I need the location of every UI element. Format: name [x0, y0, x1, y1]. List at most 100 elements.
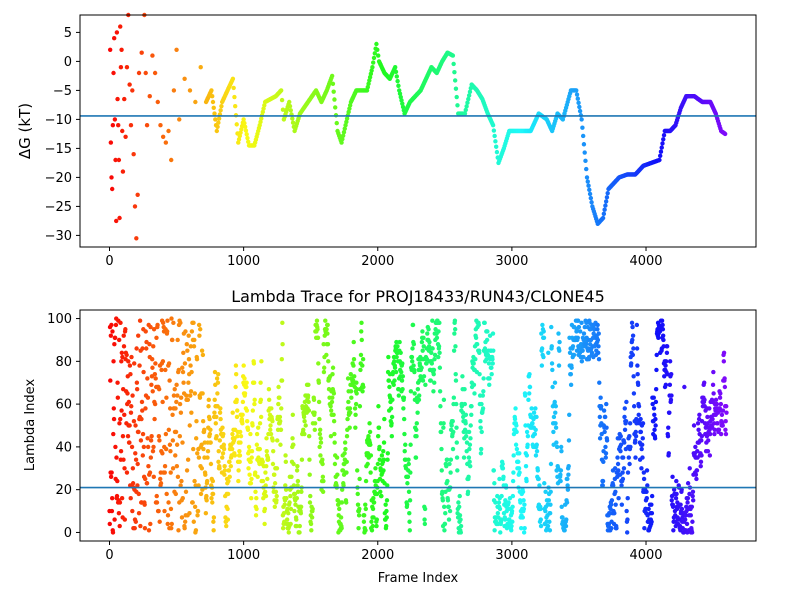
dg-point-217 — [331, 89, 336, 94]
lambda-y-axis-label: Lambda Index — [23, 379, 38, 472]
lambda-point-64 — [124, 352, 129, 358]
lambda-point-973 — [368, 470, 373, 475]
lambda-point-2217 — [702, 397, 707, 403]
lambda-point-1153 — [416, 397, 422, 403]
dg-point-387 — [463, 107, 468, 113]
lambda-point-248 — [173, 429, 179, 435]
lambda-point-1552 — [523, 463, 529, 469]
lambda-point-38 — [117, 523, 122, 529]
lambda-point-995 — [374, 523, 379, 529]
dg-point-162 — [288, 108, 293, 113]
lambda-point-1701 — [563, 523, 569, 529]
lambda-point-1283 — [451, 395, 457, 400]
lambda-point-1340 — [466, 429, 472, 435]
lambda-point-2094 — [669, 393, 674, 398]
lambda-point-85 — [130, 508, 135, 514]
lambda-point-1573 — [529, 406, 534, 411]
lambda-point-2275 — [717, 395, 723, 400]
lambda-point-1727 — [570, 344, 576, 349]
lambda-point-1949 — [630, 324, 635, 330]
lambda-point-602 — [268, 431, 274, 437]
lambda-point-1142 — [413, 455, 419, 460]
lambda-point-1731 — [571, 352, 577, 358]
lambda-point-2290 — [721, 350, 727, 355]
lambda-point-794 — [320, 461, 325, 467]
lambda-point-1250 — [442, 521, 448, 527]
lambda-point-2064 — [661, 337, 666, 343]
lambda-point-666 — [286, 510, 291, 516]
dg-point-219 — [333, 105, 338, 110]
lambda-point-668 — [286, 530, 291, 535]
lambda-point-316 — [192, 337, 197, 343]
lambda-point-1661 — [553, 410, 558, 415]
lambda-point-1181 — [424, 361, 429, 366]
lambda-point-1722 — [569, 365, 574, 370]
dg-point-303 — [398, 94, 403, 100]
lambda-point-1455 — [497, 506, 503, 512]
lambda-point-192 — [158, 481, 164, 486]
lambda-point-440 — [225, 506, 230, 512]
lambda-point-2077 — [664, 350, 670, 355]
lambda-point-280 — [182, 525, 187, 531]
lambda-point-2104 — [671, 487, 677, 492]
dg-point-269 — [371, 55, 377, 61]
lambda-point-552 — [255, 474, 260, 480]
lambda-point-175 — [154, 335, 159, 341]
lambda-point-815 — [326, 359, 331, 364]
dg-point-423 — [491, 128, 497, 133]
lambda-point-168 — [152, 416, 157, 422]
lambda-point-385 — [210, 478, 216, 484]
dg-point-97 — [238, 130, 243, 135]
dg-point-300 — [396, 83, 401, 88]
lambda-point-505 — [242, 391, 248, 396]
dg-point-90 — [233, 103, 238, 109]
lambda-point-288 — [184, 342, 189, 347]
lambda-point-686 — [291, 461, 296, 467]
lambda-point-1051 — [389, 421, 394, 426]
lambda-point-578 — [262, 521, 267, 527]
lambda-point-1095 — [401, 406, 406, 411]
lambda-point-731 — [303, 423, 308, 428]
lambda-point-1244 — [441, 425, 446, 430]
lambda-point-564 — [258, 397, 264, 403]
dg-point-373 — [452, 69, 457, 75]
lambda-point-1720 — [568, 382, 574, 388]
dg-point-92 — [234, 122, 239, 127]
lambda-point-1986 — [640, 455, 645, 460]
lambda-point-561 — [257, 421, 263, 426]
lambda-point-1523 — [516, 459, 521, 465]
lambda-point-273 — [180, 496, 185, 501]
dg-point-107 — [246, 139, 251, 144]
dg-point-41 — [160, 134, 166, 139]
lambda-point-1506 — [511, 453, 516, 458]
lambda-point-163 — [151, 344, 156, 349]
lambda-point-2205 — [699, 438, 704, 443]
dg-point-17 — [119, 47, 124, 52]
lambda-point-647 — [280, 525, 286, 531]
lambda-point-1039 — [386, 354, 391, 360]
dg-point-42 — [163, 140, 169, 145]
lambda-point-1659 — [552, 399, 557, 405]
lambda-point-2185 — [693, 472, 699, 477]
lambda-point-2247 — [710, 416, 715, 422]
dg-point-389 — [465, 100, 470, 105]
lambda-point-1588 — [533, 427, 538, 432]
lambda-point-1209 — [431, 367, 437, 373]
dg-point-5 — [111, 70, 116, 76]
lambda-point-43 — [118, 448, 124, 454]
lambda-point-675 — [288, 521, 293, 527]
lambda-point-323 — [193, 436, 199, 441]
lambda-point-797 — [321, 478, 326, 484]
lambda-point-1233 — [438, 404, 443, 409]
lambda-point-1110 — [405, 481, 410, 486]
lambda-point-1716 — [567, 350, 573, 355]
lambda-point-1246 — [441, 397, 447, 403]
lambda-point-2155 — [685, 496, 691, 501]
lambda-point-1290 — [453, 371, 458, 377]
lambda-point-1054 — [390, 397, 395, 403]
lambda-point-2022 — [649, 493, 655, 499]
lambda-point-1940 — [627, 421, 633, 426]
dg-point-124 — [259, 116, 264, 121]
lambda-point-1203 — [430, 318, 435, 323]
lambda-point-972 — [368, 442, 373, 447]
